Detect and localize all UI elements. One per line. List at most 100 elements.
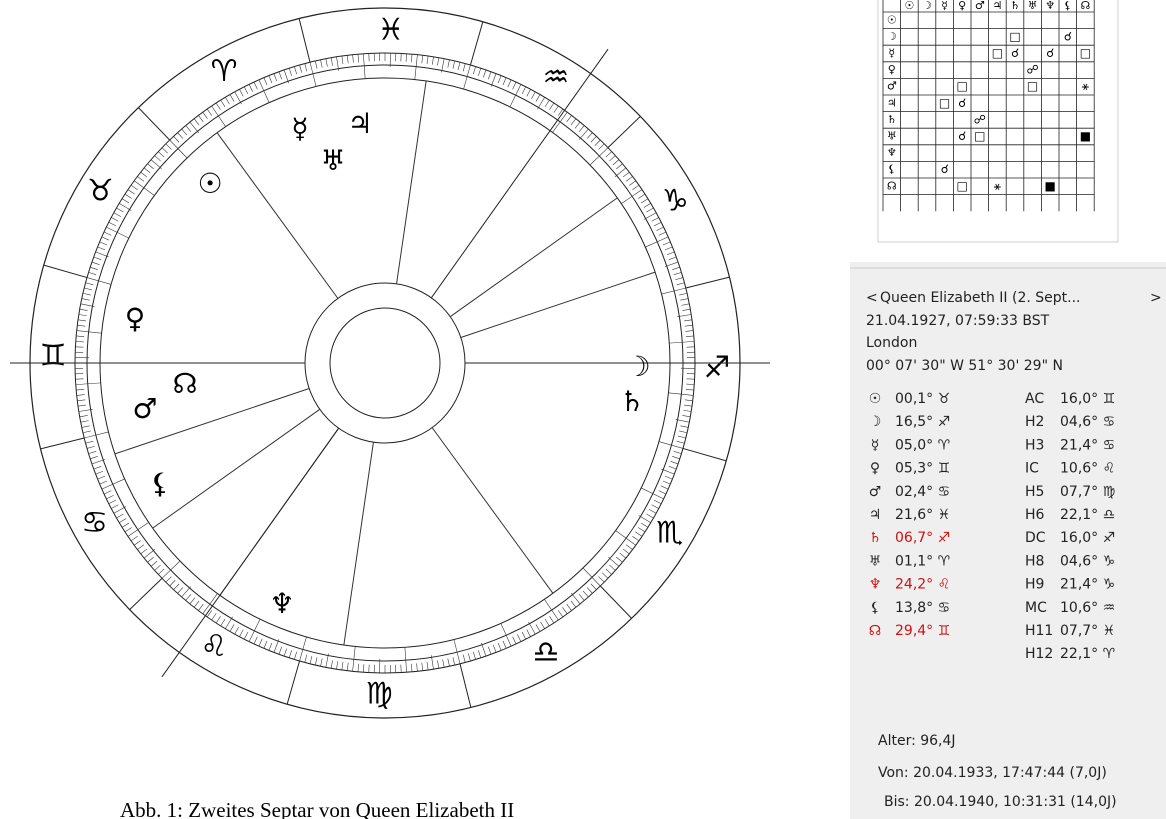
degree-tick: [447, 59, 450, 68]
degree-tick: [161, 560, 181, 579]
house-name: H3: [1025, 437, 1044, 453]
degree-tick: [679, 292, 688, 296]
degree-tick: [140, 548, 148, 555]
degree-tick: [215, 616, 221, 624]
degree-tick: [502, 77, 507, 86]
grid-header: ☉: [904, 0, 914, 12]
grid-row-label: ♂: [887, 80, 897, 93]
degree-tick: [478, 650, 482, 658]
degree-tick: [586, 132, 593, 139]
degree-tick: [90, 266, 98, 270]
house-cusp: [396, 80, 427, 284]
degree-tick: [658, 441, 684, 449]
degree-tick: [622, 548, 630, 555]
degree-tick: [658, 231, 667, 236]
aspect-grid-box: [877, 0, 1119, 243]
degree-tick: [103, 490, 112, 495]
grid-header: ♀: [958, 0, 966, 12]
degree-tick: [304, 654, 308, 663]
degree-tick: [243, 631, 249, 640]
degree-tick: [676, 440, 685, 444]
planet-symbol: ⚸: [870, 600, 880, 616]
degree-tick: [134, 540, 141, 546]
degree-tick: [660, 485, 669, 490]
aspect-symbol: ■: [1080, 129, 1091, 143]
sign-glyph: ♎: [533, 635, 560, 670]
degree-tick: [598, 576, 605, 583]
degree-tick: [672, 266, 680, 270]
degree-tick: [253, 636, 258, 645]
degree-tick: [653, 221, 662, 227]
degree-tick: [150, 159, 162, 170]
degree-tick: [341, 55, 344, 64]
grid-header: ♂: [975, 0, 985, 12]
degree-tick: [646, 207, 654, 213]
degree-tick: [346, 55, 349, 64]
degree-tick: [127, 189, 135, 195]
degree-tick: [682, 308, 691, 311]
sign-glyph: ♒: [543, 60, 570, 95]
planet-symbol: ♅: [869, 553, 882, 569]
degree-tick: [76, 330, 102, 334]
degree-tick: [676, 282, 685, 286]
grid-row-label: ♀: [888, 63, 896, 76]
degree-tick: [173, 583, 180, 590]
degree-tick: [181, 586, 192, 598]
degree-tick: [679, 430, 688, 434]
degree-tick: [531, 91, 536, 100]
aspect-symbol: □: [939, 96, 950, 110]
wheel-ring: [329, 307, 441, 419]
planet-position: 01,1° ♈: [895, 553, 951, 569]
sign-glyph: ♊: [40, 339, 67, 374]
degree-tick: [578, 125, 585, 132]
grid-row-label: ☉: [887, 13, 897, 26]
aspect-symbol: ■: [1045, 179, 1056, 193]
aspect-symbol: □: [957, 79, 968, 93]
degree-tick: [309, 655, 313, 664]
coords: 00° 07' 30" W 51° 30' 29" N: [866, 358, 1063, 374]
degree-tick: [478, 68, 482, 76]
degree-tick: [421, 55, 424, 64]
degree-tick: [77, 399, 86, 402]
nav-prev[interactable]: <: [866, 290, 878, 306]
degree-tick: [150, 560, 158, 567]
degree-tick: [680, 425, 689, 428]
degree-tick: [137, 176, 144, 182]
axis-line: [430, 48, 609, 299]
house-position: 07,7° ♓: [1060, 623, 1115, 639]
degree-tick: [668, 256, 677, 260]
sign-boundary: [607, 116, 641, 149]
house-cusp: [460, 271, 656, 338]
degree-tick: [283, 69, 289, 84]
sign-glyph: ♓: [377, 13, 404, 48]
degree-tick: [426, 662, 429, 671]
degree-tick: [578, 594, 585, 601]
grid-row-label: ☿: [888, 47, 895, 60]
grid-header: ♄: [1010, 0, 1020, 12]
planet-symbol: ☽: [869, 414, 882, 430]
degree-tick: [75, 341, 84, 343]
degree-tick: [658, 490, 667, 495]
degree-tick: [640, 198, 649, 204]
degree-tick: [590, 583, 597, 590]
aspect-symbol: ☌: [958, 129, 966, 143]
grid-header: ♅: [1028, 0, 1038, 12]
degree-tick: [473, 651, 476, 660]
degree-tick: [437, 57, 440, 66]
degree-tick: [88, 451, 97, 454]
degree-tick: [578, 128, 589, 140]
planet-glyph: ☉: [197, 167, 222, 200]
sign-boundary: [682, 447, 727, 462]
degree-tick: [467, 653, 471, 662]
degree-tick: [325, 58, 328, 67]
degree-tick: [684, 324, 693, 327]
degree-tick: [526, 629, 531, 637]
degree-tick: [616, 163, 623, 170]
degree-tick: [229, 624, 235, 632]
nav-next[interactable]: >: [1150, 290, 1162, 306]
degree-tick: [278, 71, 282, 80]
house-position: 22,1° ♈: [1060, 646, 1116, 662]
degree-tick: [570, 118, 577, 126]
degree-tick: [473, 66, 476, 75]
